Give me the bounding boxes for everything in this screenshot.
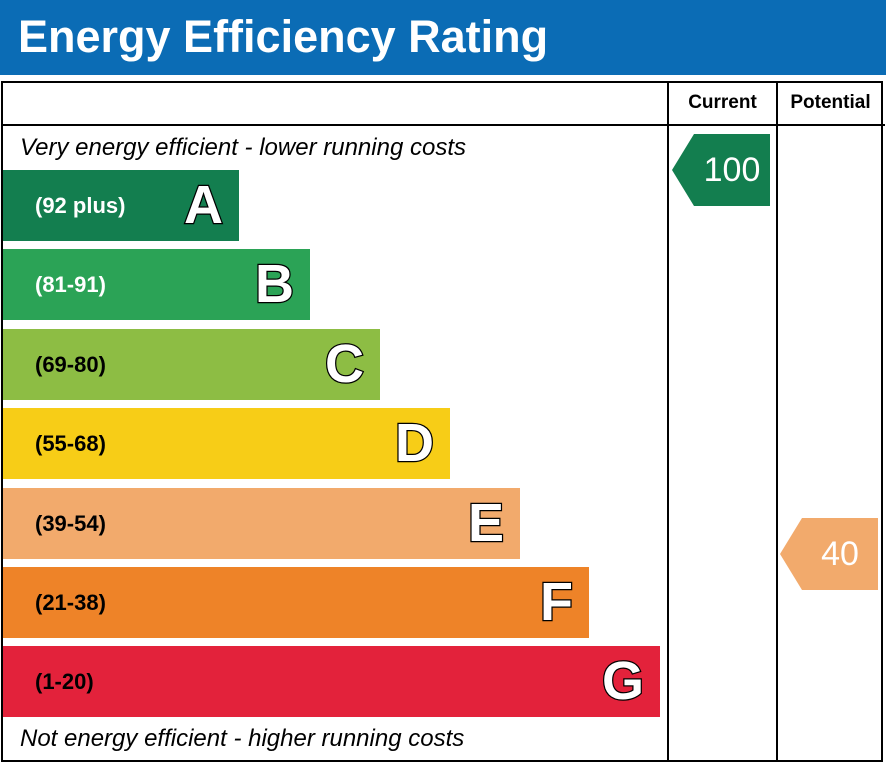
- band-range-label: (1-20): [35, 669, 94, 694]
- bottom-note: Not energy efficient - higher running co…: [20, 725, 465, 752]
- band-letter: C: [324, 333, 366, 396]
- band-letter: A: [183, 174, 225, 237]
- band-letter: D: [394, 412, 436, 475]
- band-letter: F: [539, 571, 575, 634]
- current-arrow-shape: [672, 134, 770, 206]
- band-range-label: (69-80): [35, 352, 106, 377]
- header-row-divider: [1, 124, 885, 126]
- rating-band-b: (81-91) B: [3, 249, 310, 320]
- band-letter: G: [601, 650, 646, 713]
- potential-column-header: Potential: [790, 92, 871, 113]
- band-range-label: (81-91): [35, 272, 106, 297]
- potential-rating-arrow: 40: [780, 518, 878, 590]
- potential-rating-value: 40: [821, 535, 859, 573]
- current-column-header: Current: [688, 92, 757, 113]
- rating-band-a: (92 plus) A: [3, 170, 239, 241]
- current-rating-arrow: 100: [672, 134, 770, 206]
- current-column-divider: [667, 81, 669, 762]
- band-range-label: (21-38): [35, 590, 106, 615]
- rating-band-c: (69-80) C: [3, 329, 380, 400]
- band-letter: E: [467, 492, 506, 555]
- band-range-label: (92 plus): [35, 193, 126, 218]
- current-rating-value: 100: [703, 151, 761, 189]
- page-title: Energy Efficiency Rating: [18, 11, 549, 62]
- rating-band-g: (1-20) G: [3, 646, 660, 717]
- rating-band-f: (21-38) F: [3, 567, 589, 638]
- rating-table-frame: [1, 81, 883, 762]
- rating-band-e: (39-54) E: [3, 488, 520, 559]
- potential-column-divider: [776, 81, 778, 762]
- band-range-label: (55-68): [35, 431, 106, 456]
- header-bar: Energy Efficiency Rating: [0, 0, 886, 75]
- top-note: Very energy efficient - lower running co…: [20, 134, 466, 161]
- band-letter: B: [254, 253, 296, 316]
- band-range-label: (39-54): [35, 511, 106, 536]
- rating-band-d: (55-68) D: [3, 408, 450, 479]
- potential-arrow-shape: [780, 518, 878, 590]
